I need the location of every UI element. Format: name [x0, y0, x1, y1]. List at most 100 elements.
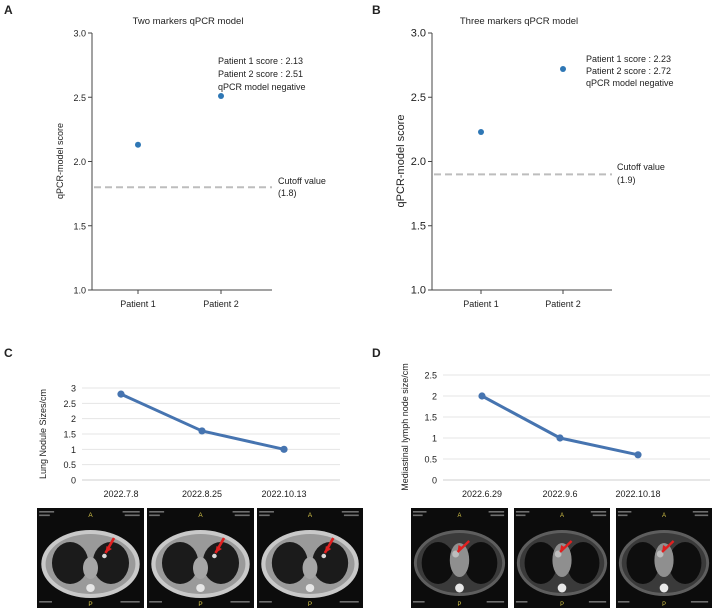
- ct-red-arrow-head: [457, 545, 464, 552]
- chart-d-y-tick-label: 1.5: [424, 413, 437, 423]
- ct-orientation-mark: P: [88, 601, 92, 608]
- ct-overlay-text: [592, 514, 607, 517]
- chart-a-annotation-2: Patient 2 score : 2.51: [218, 69, 303, 79]
- chart-d-y-tick-label: 2: [432, 392, 437, 402]
- chart-a-cutoff-label-1: Cutoff value: [278, 176, 326, 186]
- ct-overlay-text: [341, 511, 359, 513]
- chart-b-point-1: [478, 128, 484, 135]
- ct-overlay-text: [412, 511, 427, 513]
- chart-b-title: Three markers qPCR model: [460, 16, 578, 27]
- chart-d-y-tick-label: 0.5: [424, 455, 437, 465]
- chart-a-y-tick-label: 1.5: [73, 221, 86, 231]
- chart-b-x-tick-label: Patient 2: [545, 299, 581, 309]
- ct-overlay-text: [694, 514, 709, 517]
- ct-orientation-mark: A: [88, 512, 93, 519]
- ct-overlay-text: [149, 514, 160, 517]
- ct-overlay-text: [234, 514, 250, 517]
- chart-c-y-tick-label: 2.5: [63, 399, 76, 409]
- ct-overlay-text: [259, 514, 270, 517]
- ct-orientation-mark: A: [560, 513, 564, 519]
- chart-d-y-tick-label: 1: [432, 434, 437, 444]
- ct-scan-drawing: AP: [515, 511, 608, 608]
- chart-b-ylabel: qPCR-model score: [395, 115, 407, 208]
- chart-b-cutoff-label-2: (1.9): [617, 175, 636, 185]
- ct-right-lung: [271, 542, 308, 584]
- ct-orientation-mark: A: [198, 512, 203, 519]
- ct-orientation-mark: P: [198, 601, 202, 608]
- ct-red-arrow-head: [324, 546, 332, 553]
- chart-d-x-tick-label: 2022.6.29: [462, 489, 502, 499]
- ct-overlay-text: [39, 514, 50, 517]
- chart-a-annotation-3: qPCR model negative: [218, 82, 306, 92]
- ct-overlay-text: [690, 601, 709, 603]
- chart-c-x-tick-label: 2022.8.25: [182, 489, 222, 499]
- ct-mediastinum: [193, 557, 208, 579]
- ct-nodule: [321, 553, 327, 559]
- chart-c-y-tick-label: 1.5: [63, 430, 76, 440]
- ct-red-arrow-head: [662, 545, 668, 552]
- ct-overlay-text: [124, 514, 140, 517]
- chart-b-y-tick-label: 2.5: [411, 92, 426, 104]
- ct-overlay-text: [259, 511, 274, 513]
- ct-overlay-text: [617, 514, 628, 517]
- chart-a-x-tick-label: Patient 2: [203, 299, 239, 309]
- ct-overlay-text: [490, 514, 505, 517]
- chart-b-y-tick-label: 1.0: [411, 285, 426, 297]
- ct-orientation-mark: P: [458, 602, 462, 608]
- chart-b-y-tick-label: 2.0: [411, 156, 426, 168]
- ct-overlay-text: [617, 601, 630, 603]
- ct-spine: [557, 583, 567, 593]
- chart-a-title: Two markers qPCR model: [133, 16, 244, 27]
- chart-c-point-3: [280, 445, 288, 453]
- ct-left-lung: [202, 542, 240, 584]
- ct-orientation-mark: P: [560, 602, 564, 608]
- ct-red-arrow-head: [560, 545, 566, 552]
- ct-right-lung: [51, 542, 89, 584]
- panel-label-c: C: [4, 346, 13, 360]
- chart-b-annotation-3: qPCR model negative: [586, 78, 674, 88]
- chart-b: Three markers qPCR model qPCR-model scor…: [395, 16, 674, 207]
- ct-overlay-text: [412, 514, 423, 517]
- chart-a-y-tick-label: 1.0: [73, 286, 86, 296]
- ct-left-lung: [92, 542, 130, 584]
- chart-c-ylabel: Lung Nodule Sizes/cm: [38, 389, 48, 479]
- ct-nodule: [102, 553, 107, 559]
- ct-overlay-text: [259, 601, 272, 603]
- ct-overlay-text: [515, 511, 530, 513]
- panel-label-d: D: [372, 346, 381, 360]
- ct-overlay-text: [692, 511, 709, 513]
- ct-spine: [86, 584, 95, 592]
- ct-overlay-text: [120, 601, 140, 603]
- chart-a-x-tick-label: Patient 1: [120, 299, 156, 309]
- chart-c-x-tick-label: 2022.10.13: [261, 489, 306, 499]
- chart-d: Mediastinal lymph node size/cm: [400, 363, 410, 491]
- chart-d-point-1: [478, 392, 486, 400]
- ct-spine: [455, 583, 464, 593]
- ct-overlay-text: [232, 511, 250, 513]
- chart-a-cutoff-label-2: (1.8): [278, 188, 297, 198]
- ct-spine: [659, 583, 669, 593]
- chart-c-point-2: [198, 427, 206, 435]
- ct-scan-drawing: AP: [149, 511, 250, 608]
- ct-left-lung: [566, 542, 600, 584]
- chart-d-y-tick-label: 0: [432, 476, 437, 486]
- chart-a: Two markers qPCR model qPCR-model score …: [55, 16, 326, 199]
- chart-c-y-tick-label: 3: [71, 384, 76, 394]
- panel-label-a: A: [4, 3, 13, 17]
- chart-d-y-tick-label: 2.5: [424, 371, 437, 381]
- chart-c-y-tick-label: 0.5: [63, 460, 76, 470]
- chart-a-ylabel: qPCR-model score: [55, 123, 65, 199]
- ct-overlay-text: [515, 514, 526, 517]
- ct-overlay-text: [588, 601, 607, 603]
- ct-lymph-node: [452, 550, 460, 558]
- chart-d-x-tick-label: 2022.9.6: [542, 489, 577, 499]
- chart-d-ylabel: Mediastinal lymph node size/cm: [400, 363, 410, 491]
- ct-red-arrow-head: [215, 546, 222, 553]
- chart-a-y-tick-label: 2.0: [73, 157, 86, 167]
- ct-spine: [196, 584, 205, 592]
- ct-left-lung: [312, 542, 349, 584]
